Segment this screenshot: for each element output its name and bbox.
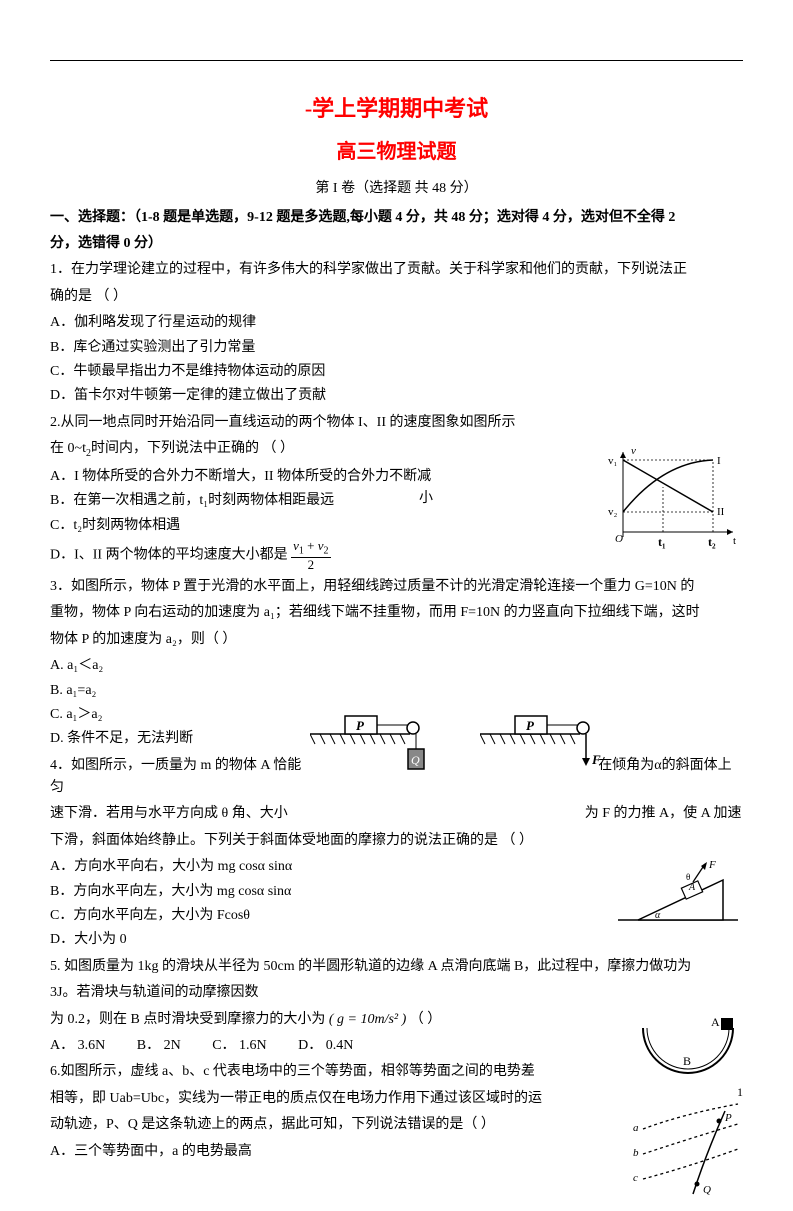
page-number: 1 bbox=[737, 1083, 743, 1102]
top-rule bbox=[50, 60, 743, 61]
incline-A-label: A bbox=[688, 882, 696, 893]
q3-stem-3: 物体 P 的加速度为 a₂，则（ ） bbox=[50, 629, 743, 651]
q5-option-D: D． 0.4N bbox=[298, 1038, 353, 1053]
q5-stem-1: 5. 如图质量为 1kg 的滑块从半径为 50cm 的半圆形轨道的边缘 A 点滑… bbox=[50, 956, 743, 978]
graph-t1-label: t₁ bbox=[658, 535, 666, 549]
eq-Q-label: Q bbox=[703, 1184, 711, 1196]
q4-s1-p1: 4．如图所示，一质量为 m 的物体 A 恰能 bbox=[50, 758, 301, 773]
instructions-line1: 一、选择题：（1-8 题是单选题，9-12 题是多选题,每小题 4 分，共 48… bbox=[50, 210, 675, 225]
q1-stem: 1．在力学理论建立的过程中，有许多伟大的科学家做出了贡献。关于科学家和他们的贡献… bbox=[50, 259, 743, 281]
q5-s3-g: ( g = 10m/s² ) bbox=[329, 1012, 406, 1027]
q1-stem-2: 确的是 （ ） bbox=[50, 286, 743, 308]
main-title: -学上学期期中考试 bbox=[50, 91, 743, 126]
q4-stem-2: 速下滑．若用与水平方向成 θ 角、大小 为 F 的力推 A，使 A 加速 bbox=[50, 803, 743, 825]
q4-s2-p1: 速下滑．若用与水平方向成 θ 角、大小 bbox=[50, 806, 288, 821]
graph-t-axis: t bbox=[733, 535, 736, 547]
q3-stem-1: 3．如图所示，物体 P 置于光滑的水平面上，用轻细线跨过质量不计的光滑定滑轮连接… bbox=[50, 576, 743, 598]
graph-O-label: O bbox=[615, 533, 623, 545]
graph-II-label: II bbox=[717, 506, 725, 518]
instructions-heading-2: 分，选错得 0 分） bbox=[50, 233, 743, 255]
incline-alpha-label: α bbox=[655, 910, 661, 921]
pulley-diagram-2: P F bbox=[480, 694, 620, 782]
incline-F-label: F bbox=[708, 860, 716, 871]
pulley-svg-2: P F bbox=[480, 694, 620, 774]
q4-stem-3: 下滑，斜面体始终静止。下列关于斜面体受地面的摩擦力的说法正确的是 （ ） bbox=[50, 830, 743, 852]
graph-v-axis: v bbox=[631, 445, 636, 457]
f-label: F bbox=[591, 752, 601, 767]
equipotential-svg: P Q a b c bbox=[633, 1099, 743, 1199]
sub-title: 高三物理试题 bbox=[50, 136, 743, 168]
q2-line2-p1: 在 0~t bbox=[50, 441, 86, 456]
q-label: Q bbox=[411, 753, 420, 767]
q5-option-A: A． 3.6N bbox=[50, 1038, 105, 1053]
q5-s3-p2: （ ） bbox=[410, 1012, 442, 1027]
eq-c-label: c bbox=[633, 1172, 638, 1184]
q2-stem: 2.从同一地点同时开始沿同一直线运动的两个物体 I、II 的速度图象如图所示 bbox=[50, 412, 743, 434]
q2-D-p1: D．I、II 两个物体的平均速度大小都是 bbox=[50, 548, 288, 563]
q1-option-B: B．库仑通过实验测出了引力常量 bbox=[50, 337, 743, 359]
q1-option-A: A．伽利略发现了行星运动的规律 bbox=[50, 312, 743, 334]
q2-D-fraction: v1 + v2 2 bbox=[291, 539, 330, 572]
eq-a-label: a bbox=[633, 1122, 639, 1134]
pulley-diagram-1: P Q bbox=[310, 694, 440, 782]
eq-b-label: b bbox=[633, 1147, 639, 1159]
q1-option-D: D．笛卡尔对牛顿第一定律的建立做出了贡献 bbox=[50, 385, 743, 407]
q2-A-p1: A．I 物体所受的合外力不断增大，II 物体所受的合外力不断减 bbox=[50, 469, 431, 484]
q5-stem-2: 3J。若滑块与轨道间的动摩擦因数 bbox=[50, 982, 743, 1004]
semicircle-svg: A B bbox=[633, 1013, 743, 1083]
semi-B-label: B bbox=[683, 1054, 691, 1068]
q5-s3-p1: 为 0.2，则在 B 点时滑块受到摩擦力的大小为 bbox=[50, 1012, 325, 1027]
q4-s2-p2: 为 F 的力推 A，使 A 加速 bbox=[585, 806, 742, 821]
instructions-line2: 分，选错得 0 分） bbox=[50, 236, 162, 251]
graph-v1-label: v₁ bbox=[608, 455, 618, 467]
q2-line2-p2: 时间内，下列说法中正确的 （ ） bbox=[91, 441, 294, 456]
graph-v2-label: v₂ bbox=[608, 506, 618, 518]
incline-theta-label: θ bbox=[686, 872, 690, 882]
graph-I-label: I bbox=[717, 455, 721, 467]
q1-option-C: C．牛顿最早指出力不是维持物体运动的原因 bbox=[50, 361, 743, 383]
equipotential-diagram: P Q a b c bbox=[633, 1099, 743, 1207]
q3-option-A: A. a₁＜a₂ bbox=[50, 655, 743, 677]
pulley-svg-1: P Q bbox=[310, 694, 440, 774]
p-label-2: P bbox=[526, 718, 535, 733]
incline-svg: A F θ α bbox=[613, 860, 743, 930]
semi-A-label: A bbox=[711, 1015, 720, 1029]
graph-t2-label: t₂ bbox=[708, 535, 716, 549]
q5-option-C: C． 1.6N bbox=[212, 1038, 266, 1053]
incline-diagram: A F θ α bbox=[613, 860, 743, 938]
q2-A-p2: 小 bbox=[419, 488, 433, 510]
eq-P-label: P bbox=[724, 1112, 732, 1124]
q3-stem-2: 重物，物体 P 向右运动的加速度为 a₁；若细线下端不挂重物，而用 F=10N … bbox=[50, 602, 743, 624]
velocity-graph: v₁ v₂ I II t₁ t₂ O v t bbox=[603, 442, 743, 560]
instructions-heading: 一、选择题：（1-8 题是单选题，9-12 题是多选题,每小题 4 分，共 48… bbox=[50, 207, 743, 229]
p-label-1: P bbox=[356, 718, 365, 733]
section-note: 第 I 卷（选择题 共 48 分） bbox=[50, 178, 743, 200]
q5-option-B: B． 2N bbox=[137, 1038, 181, 1053]
semicircle-diagram: A B bbox=[633, 1013, 743, 1091]
vt-graph-svg: v₁ v₂ I II t₁ t₂ O v t bbox=[603, 442, 743, 552]
q1-stem-line1: 1．在力学理论建立的过程中，有许多伟大的科学家做出了贡献。关于科学家和他们的贡献… bbox=[50, 262, 687, 277]
